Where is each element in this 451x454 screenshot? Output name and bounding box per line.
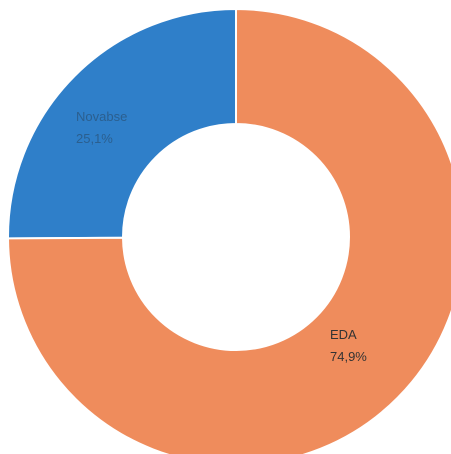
slice-label-percent-1: 74,9% [330,349,367,364]
slice-eda [6,7,451,454]
slice-label-name-1: EDA [330,327,357,342]
slice-novabse [7,7,237,240]
slice-label-percent-0: 25,1% [76,131,113,146]
slice-label-name-0: Novabse [76,109,127,124]
